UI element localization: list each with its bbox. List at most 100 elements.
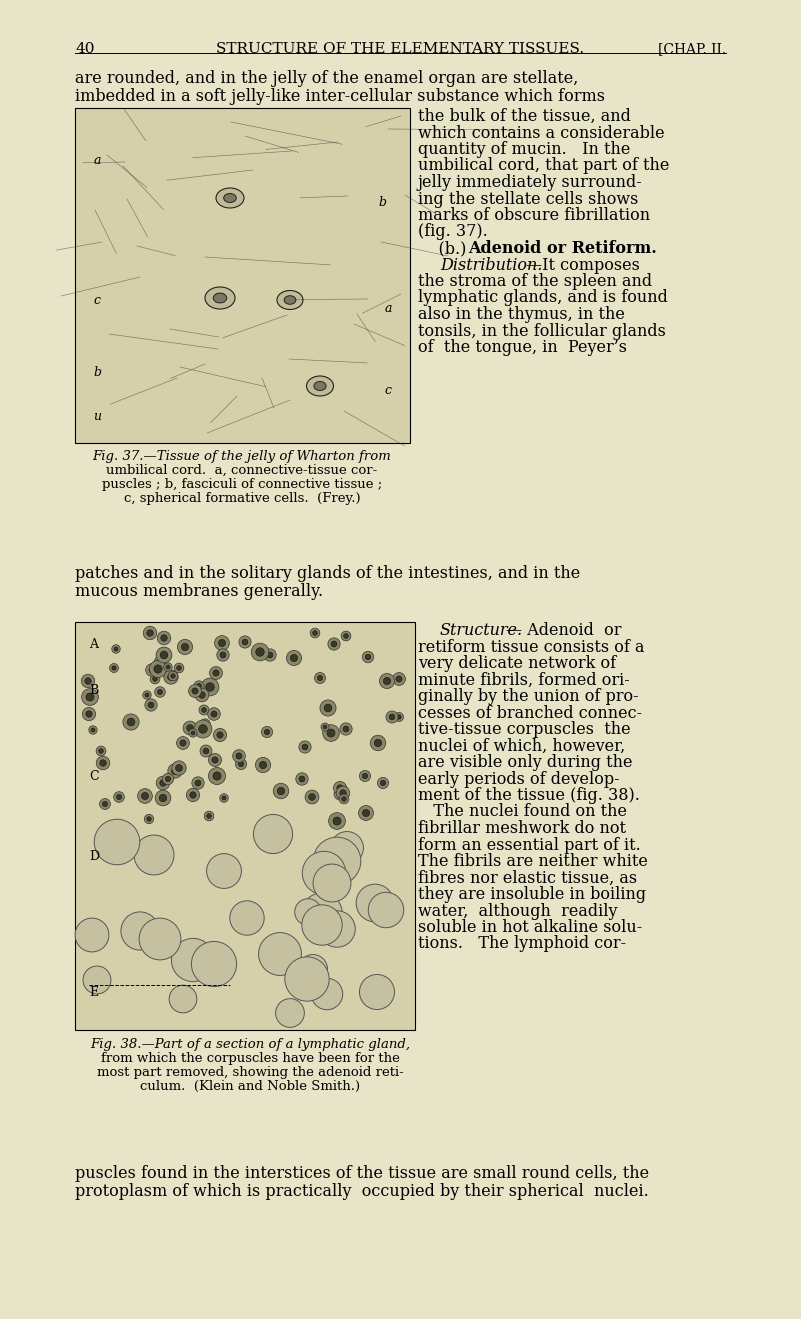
Text: marks of obscure fibrillation: marks of obscure fibrillation bbox=[418, 207, 650, 224]
Circle shape bbox=[83, 707, 95, 720]
Circle shape bbox=[96, 747, 106, 756]
Circle shape bbox=[210, 666, 223, 679]
Circle shape bbox=[273, 783, 289, 799]
Text: patches and in the solitary glands of the intestines, and in the: patches and in the solitary glands of th… bbox=[75, 565, 580, 582]
Circle shape bbox=[313, 864, 351, 902]
Circle shape bbox=[295, 898, 321, 925]
Circle shape bbox=[362, 773, 368, 778]
Circle shape bbox=[337, 785, 343, 791]
Circle shape bbox=[343, 725, 349, 732]
Circle shape bbox=[313, 838, 360, 885]
Circle shape bbox=[302, 893, 342, 933]
Circle shape bbox=[86, 711, 92, 718]
Text: a: a bbox=[384, 302, 392, 314]
Text: Structure.: Structure. bbox=[440, 623, 523, 638]
Circle shape bbox=[89, 725, 97, 735]
Circle shape bbox=[199, 724, 207, 733]
Circle shape bbox=[232, 749, 245, 762]
Circle shape bbox=[256, 648, 264, 657]
Text: ing the stellate cells shows: ing the stellate cells shows bbox=[418, 190, 638, 207]
Text: tions.   The lymphoid cor-: tions. The lymphoid cor- bbox=[418, 935, 626, 952]
Circle shape bbox=[157, 660, 163, 665]
Text: tonsils, in the follicular glands: tonsils, in the follicular glands bbox=[418, 323, 666, 339]
Ellipse shape bbox=[284, 295, 296, 305]
Circle shape bbox=[207, 708, 220, 720]
Text: lymphatic glands, and is found: lymphatic glands, and is found bbox=[418, 289, 668, 306]
Text: also in the thymus, in the: also in the thymus, in the bbox=[418, 306, 625, 323]
Circle shape bbox=[320, 700, 336, 716]
Circle shape bbox=[150, 661, 167, 678]
Circle shape bbox=[287, 650, 301, 666]
FancyBboxPatch shape bbox=[75, 108, 410, 443]
Circle shape bbox=[143, 627, 157, 640]
Circle shape bbox=[207, 814, 211, 818]
Text: c, spherical formative cells.  (Frey.): c, spherical formative cells. (Frey.) bbox=[123, 492, 360, 505]
Circle shape bbox=[324, 704, 332, 712]
Text: ment of the tissue (fig. 38).: ment of the tissue (fig. 38). bbox=[418, 787, 640, 805]
Text: (fig. 37).: (fig. 37). bbox=[418, 223, 488, 240]
Ellipse shape bbox=[216, 189, 244, 208]
Text: C: C bbox=[89, 770, 99, 783]
Text: which contains a considerable: which contains a considerable bbox=[418, 124, 665, 141]
Text: Fig. 38.—Part of a section of a lymphatic gland,: Fig. 38.—Part of a section of a lymphati… bbox=[90, 1038, 410, 1051]
Circle shape bbox=[85, 678, 91, 685]
Text: Adenoid or Retiform.: Adenoid or Retiform. bbox=[468, 240, 657, 257]
Circle shape bbox=[217, 732, 223, 739]
Circle shape bbox=[362, 810, 369, 816]
Circle shape bbox=[201, 678, 219, 696]
Circle shape bbox=[328, 813, 345, 830]
Circle shape bbox=[312, 979, 343, 1010]
Circle shape bbox=[153, 677, 157, 682]
Circle shape bbox=[95, 819, 139, 865]
Circle shape bbox=[230, 901, 264, 935]
Circle shape bbox=[213, 670, 219, 677]
Text: fibrillar meshwork do not: fibrillar meshwork do not bbox=[418, 820, 626, 838]
Circle shape bbox=[323, 724, 340, 741]
Circle shape bbox=[299, 741, 311, 753]
Circle shape bbox=[276, 998, 304, 1028]
Text: the stroma of the spleen and: the stroma of the spleen and bbox=[418, 273, 652, 290]
Text: c: c bbox=[94, 294, 100, 306]
Circle shape bbox=[206, 683, 215, 691]
Circle shape bbox=[323, 725, 327, 729]
Circle shape bbox=[147, 816, 151, 822]
Circle shape bbox=[159, 794, 167, 802]
Text: mucous membranes generally.: mucous membranes generally. bbox=[75, 583, 323, 600]
Circle shape bbox=[203, 721, 207, 727]
Text: water,  although  readily: water, although readily bbox=[418, 902, 618, 919]
Circle shape bbox=[370, 735, 386, 751]
Circle shape bbox=[114, 791, 124, 802]
Text: a: a bbox=[93, 153, 101, 166]
Circle shape bbox=[150, 674, 160, 685]
Circle shape bbox=[183, 721, 197, 735]
Text: umbilical cord, that part of the: umbilical cord, that part of the bbox=[418, 157, 670, 174]
Circle shape bbox=[155, 687, 165, 698]
Circle shape bbox=[235, 758, 247, 769]
Circle shape bbox=[160, 652, 168, 658]
Circle shape bbox=[222, 795, 226, 801]
Circle shape bbox=[396, 715, 401, 719]
Circle shape bbox=[146, 663, 159, 677]
Circle shape bbox=[236, 753, 242, 758]
Ellipse shape bbox=[277, 290, 303, 310]
Circle shape bbox=[299, 776, 305, 782]
Circle shape bbox=[191, 777, 204, 789]
Circle shape bbox=[362, 652, 374, 662]
Circle shape bbox=[155, 790, 171, 806]
Circle shape bbox=[148, 702, 154, 708]
Text: retiform tissue consists of a: retiform tissue consists of a bbox=[418, 638, 645, 656]
Circle shape bbox=[264, 815, 281, 832]
Circle shape bbox=[191, 731, 195, 735]
Circle shape bbox=[99, 749, 103, 753]
Circle shape bbox=[344, 633, 348, 638]
Text: soluble in hot alkaline solu-: soluble in hot alkaline solu- bbox=[418, 919, 642, 936]
Circle shape bbox=[213, 728, 227, 741]
Circle shape bbox=[239, 761, 244, 766]
Circle shape bbox=[331, 641, 337, 646]
Circle shape bbox=[168, 671, 178, 681]
Circle shape bbox=[191, 942, 236, 987]
Circle shape bbox=[100, 760, 107, 766]
Circle shape bbox=[123, 714, 139, 731]
Circle shape bbox=[328, 638, 340, 650]
Circle shape bbox=[386, 711, 398, 723]
